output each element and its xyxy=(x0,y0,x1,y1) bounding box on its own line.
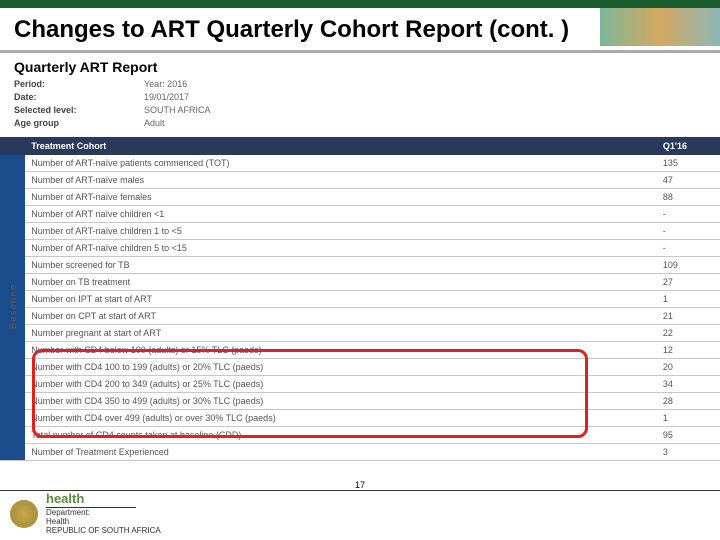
header-label: Treatment Cohort xyxy=(25,137,657,155)
meta-date-value: 19/01/2017 xyxy=(144,92,189,102)
table-row: Number with CD4 350 to 499 (adults) or 3… xyxy=(0,393,720,410)
page-number: 17 xyxy=(355,480,365,490)
report-metadata: Period: Year: 2016 Date: 19/01/2017 Sele… xyxy=(0,79,720,137)
table-row: Number with CD4 100 to 199 (adults) or 2… xyxy=(0,359,720,376)
meta-age-value: Adult xyxy=(144,118,165,128)
table-row: Number with CD4 over 499 (adults) or ove… xyxy=(0,410,720,427)
row-label: Number with CD4 below 100 (adults) or 15… xyxy=(25,342,657,359)
row-label: Number of ART-naïve males xyxy=(25,172,657,189)
footer: health Department: Health REPUBLIC OF SO… xyxy=(0,490,720,536)
table-header-row: Treatment Cohort Q1'16 xyxy=(0,137,720,155)
table-row: Number on IPT at start of ART1 xyxy=(0,291,720,308)
row-value: 21 xyxy=(657,308,720,325)
table-row: Number with CD4 below 100 (adults) or 15… xyxy=(0,342,720,359)
side-label: Baseline xyxy=(8,284,18,329)
meta-period-label: Period: xyxy=(14,79,144,89)
row-label: Number on TB treatment xyxy=(25,274,657,291)
table-row: BaselineNumber of ART-naïve patients com… xyxy=(0,155,720,172)
header-photo-strip xyxy=(600,8,720,46)
row-value: - xyxy=(657,206,720,223)
meta-level-label: Selected level: xyxy=(14,105,144,115)
dept-title: health xyxy=(46,492,161,506)
row-value: - xyxy=(657,240,720,257)
row-value: 22 xyxy=(657,325,720,342)
row-label: Number of ART-naïve children 5 to <15 xyxy=(25,240,657,257)
row-label: Number with CD4 100 to 199 (adults) or 2… xyxy=(25,359,657,376)
meta-level: Selected level: SOUTH AFRICA xyxy=(14,105,706,115)
row-label: Number screened for TB xyxy=(25,257,657,274)
table-row: Number of ART-naïve children 5 to <15- xyxy=(0,240,720,257)
row-label: Number of Treatment Experienced xyxy=(25,444,657,461)
table-row: Number of ART-naïve children 1 to <5- xyxy=(0,223,720,240)
row-label: Total number of CD4 counts taken at base… xyxy=(25,427,657,444)
meta-period: Period: Year: 2016 xyxy=(14,79,706,89)
meta-age-label: Age group xyxy=(14,118,144,128)
dept-line3: REPUBLIC OF SOUTH AFRICA xyxy=(46,527,161,536)
coat-of-arms-icon xyxy=(10,500,38,528)
side-label-cell: Baseline xyxy=(0,155,25,461)
row-value: 135 xyxy=(657,155,720,172)
department-block: health Department: Health REPUBLIC OF SO… xyxy=(46,492,161,536)
table-row: Total number of CD4 counts taken at base… xyxy=(0,427,720,444)
table-row: Number of ART-naïve males47 xyxy=(0,172,720,189)
report-title: Quarterly ART Report xyxy=(0,53,720,79)
row-value: 34 xyxy=(657,376,720,393)
meta-date: Date: 19/01/2017 xyxy=(14,92,706,102)
row-value: 28 xyxy=(657,393,720,410)
row-value: 1 xyxy=(657,291,720,308)
row-value: 12 xyxy=(657,342,720,359)
table-row: Number on TB treatment27 xyxy=(0,274,720,291)
table-row: Number screened for TB109 xyxy=(0,257,720,274)
cohort-table: Treatment Cohort Q1'16 BaselineNumber of… xyxy=(0,137,720,461)
header-side-spacer xyxy=(0,137,25,155)
row-label: Number with CD4 over 499 (adults) or ove… xyxy=(25,410,657,427)
table-row: Number of ART-naïve females88 xyxy=(0,189,720,206)
table-row: Number pregnant at start of ART22 xyxy=(0,325,720,342)
meta-period-value: Year: 2016 xyxy=(144,79,187,89)
row-label: Number of ART naïve children <1 xyxy=(25,206,657,223)
row-label: Number with CD4 350 to 499 (adults) or 3… xyxy=(25,393,657,410)
row-label: Number with CD4 200 to 349 (adults) or 2… xyxy=(25,376,657,393)
meta-level-value: SOUTH AFRICA xyxy=(144,105,211,115)
row-value: 47 xyxy=(657,172,720,189)
row-label: Number on IPT at start of ART xyxy=(25,291,657,308)
top-green-bar xyxy=(0,0,720,8)
table-row: Number with CD4 200 to 349 (adults) or 2… xyxy=(0,376,720,393)
row-value: 109 xyxy=(657,257,720,274)
row-label: Number pregnant at start of ART xyxy=(25,325,657,342)
row-value: 3 xyxy=(657,444,720,461)
row-value: - xyxy=(657,223,720,240)
row-label: Number on CPT at start of ART xyxy=(25,308,657,325)
row-value: 1 xyxy=(657,410,720,427)
table-row: Number on CPT at start of ART21 xyxy=(0,308,720,325)
row-value: 88 xyxy=(657,189,720,206)
row-value: 27 xyxy=(657,274,720,291)
table-row: Number of Treatment Experienced3 xyxy=(0,444,720,461)
meta-date-label: Date: xyxy=(14,92,144,102)
meta-age: Age group Adult xyxy=(14,118,706,128)
row-value: 95 xyxy=(657,427,720,444)
row-label: Number of ART-naïve children 1 to <5 xyxy=(25,223,657,240)
row-label: Number of ART-naïve females xyxy=(25,189,657,206)
table-row: Number of ART naïve children <1- xyxy=(0,206,720,223)
header-quarter: Q1'16 xyxy=(657,137,720,155)
row-label: Number of ART-naïve patients commenced (… xyxy=(25,155,657,172)
row-value: 20 xyxy=(657,359,720,376)
